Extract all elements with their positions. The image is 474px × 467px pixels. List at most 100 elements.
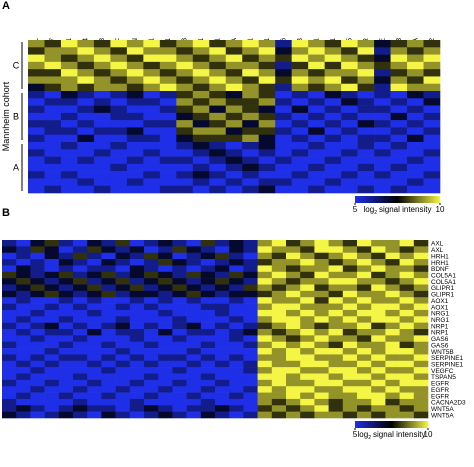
heatmap-cell <box>129 309 145 317</box>
heatmap-cell <box>159 83 177 92</box>
heatmap-cell <box>374 69 391 77</box>
heatmap-cell <box>159 91 177 99</box>
heatmap-cell <box>342 322 358 330</box>
heatmap-cell <box>101 373 116 381</box>
heatmap-cell <box>374 40 391 48</box>
heatmap-cell <box>286 322 301 330</box>
heatmap-cell <box>176 61 194 70</box>
heatmap-cell <box>257 271 273 279</box>
heatmap-cell <box>144 240 159 247</box>
heatmap-cell <box>115 373 131 381</box>
heatmap-cell <box>176 69 194 77</box>
heatmap-cell <box>291 163 309 172</box>
heatmap-cell <box>407 69 424 77</box>
heatmap-cell <box>243 290 258 298</box>
heatmap-cell <box>172 329 187 336</box>
heatmap-cell <box>271 246 287 254</box>
heatmap-cell <box>374 171 391 179</box>
heatmap-cell <box>44 335 60 343</box>
colorbar-tick-label: 10 <box>424 430 433 439</box>
heatmap-cell <box>385 392 400 400</box>
heatmap-cell <box>115 379 131 387</box>
heatmap-cell <box>308 178 325 187</box>
heatmap-cell <box>144 335 159 343</box>
heatmap-cell <box>110 163 128 172</box>
heatmap-cell <box>143 40 161 48</box>
heatmap-cell <box>87 297 102 304</box>
heatmap-cell <box>143 127 161 136</box>
heatmap-cell <box>58 290 74 298</box>
heatmap-cell <box>215 348 230 355</box>
heatmap-cell <box>176 156 194 165</box>
heatmap-cell <box>275 149 292 157</box>
heatmap-cell <box>324 149 342 157</box>
heatmap-cell <box>385 398 400 406</box>
heatmap-cell <box>229 405 244 412</box>
heatmap-cell <box>257 240 273 247</box>
heatmap-cell <box>385 259 400 266</box>
heatmap-cell <box>328 405 344 412</box>
heatmap-cell <box>172 240 187 247</box>
heatmap-cell <box>200 386 216 393</box>
heatmap-cell <box>186 259 202 266</box>
heatmap-cell <box>2 297 17 304</box>
heatmap-cell <box>44 127 62 136</box>
heatmap-cell <box>374 98 391 106</box>
heatmap-cell <box>341 127 358 136</box>
heatmap-cell <box>374 142 391 150</box>
heatmap-cell <box>374 178 391 187</box>
heatmap-cell <box>242 69 260 77</box>
heatmap-cell <box>73 246 88 254</box>
heatmap-cell <box>44 240 60 247</box>
heatmap-cell <box>101 367 116 374</box>
heatmap-cell <box>110 127 128 136</box>
heatmap-cell <box>129 246 145 254</box>
heatmap-cell <box>423 47 441 55</box>
heatmap-cell <box>209 120 227 128</box>
heatmap-cell <box>328 309 344 317</box>
heatmap-cell <box>258 54 276 63</box>
heatmap-cell <box>93 156 111 165</box>
heatmap-cell <box>286 265 301 273</box>
heatmap-cell <box>243 392 258 400</box>
heatmap-cell <box>200 329 216 336</box>
heatmap-cell <box>371 259 386 266</box>
heatmap-cell <box>2 271 17 279</box>
heatmap-cell <box>308 112 325 121</box>
heatmap-cell <box>215 411 230 419</box>
heatmap-cell <box>16 252 31 260</box>
heatmap-cell <box>93 149 111 157</box>
heatmap-cell <box>225 54 243 63</box>
heatmap-cell <box>110 76 128 85</box>
heatmap-cell <box>291 54 309 63</box>
heatmap-cell <box>176 54 194 63</box>
heatmap-cell <box>242 149 260 157</box>
heatmap-cell <box>423 83 441 92</box>
heatmap-cell <box>258 134 276 143</box>
heatmap-cell <box>300 367 315 374</box>
heatmap-cell <box>257 373 273 381</box>
heatmap-cell <box>225 83 243 92</box>
heatmap-cell <box>93 171 111 179</box>
heatmap-cell <box>101 405 116 412</box>
heatmap-cell <box>328 335 344 343</box>
heatmap-cell <box>328 398 344 406</box>
heatmap-cell <box>423 76 441 85</box>
heatmap-cell <box>342 379 358 387</box>
heatmap-cell <box>371 360 386 368</box>
heatmap-cell <box>60 47 78 55</box>
heatmap-cell <box>275 47 292 55</box>
heatmap-cell <box>243 259 258 266</box>
heatmap-cell <box>129 322 145 330</box>
heatmap-cell <box>172 348 187 355</box>
heatmap-cell <box>300 252 315 260</box>
heatmap-cell <box>144 379 159 387</box>
heatmap-cell <box>60 156 78 165</box>
heatmap-cell <box>215 252 230 260</box>
heatmap-cell <box>77 171 95 179</box>
heatmap-cell <box>324 142 342 150</box>
heatmap-cell <box>342 373 358 381</box>
heatmap-cell <box>291 61 309 70</box>
heatmap-cell <box>44 171 62 179</box>
heatmap-cell <box>44 316 60 323</box>
